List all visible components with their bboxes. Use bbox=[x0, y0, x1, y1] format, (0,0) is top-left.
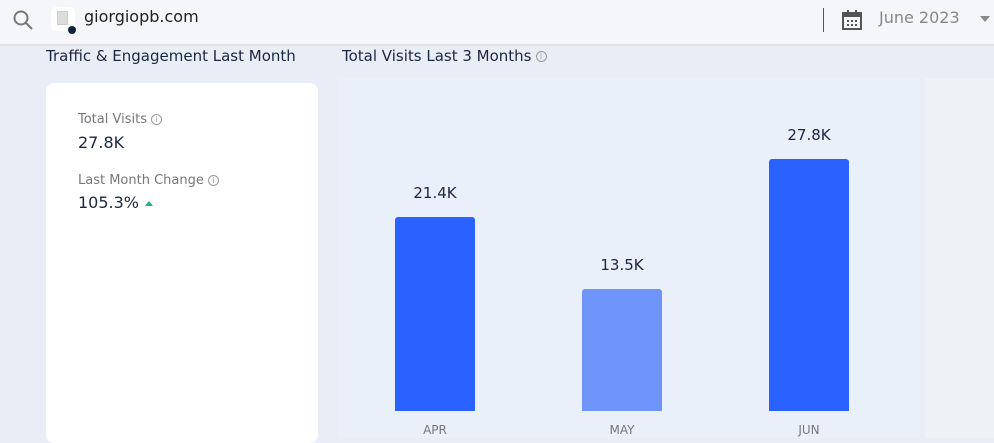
visits-bar-chart: 21.4K APR 13.5K MAY 27.8K JUN bbox=[338, 78, 920, 438]
total-visits-label: Total Visits bbox=[78, 112, 147, 127]
calendar-icon[interactable] bbox=[841, 9, 863, 31]
x-tick-label: APR bbox=[423, 423, 447, 437]
section-title: Traffic & Engagement Last Month bbox=[46, 47, 296, 65]
bar-value-label: 21.4K bbox=[413, 184, 457, 202]
bar-jun[interactable] bbox=[769, 159, 849, 411]
total-visits-label-wrap: Total Visits i bbox=[78, 112, 162, 127]
chevron-down-icon[interactable] bbox=[980, 16, 990, 22]
side-panel bbox=[925, 78, 994, 438]
change-value: 105.3% bbox=[78, 193, 140, 212]
top-bar: giorgiopb.com June 2023 bbox=[0, 0, 994, 46]
info-icon[interactable]: i bbox=[207, 175, 219, 186]
x-tick-label: MAY bbox=[609, 423, 635, 437]
domain-name[interactable]: giorgiopb.com bbox=[84, 7, 199, 26]
favicon-icon bbox=[51, 7, 76, 34]
date-selector[interactable]: June 2023 bbox=[879, 8, 960, 27]
total-visits-value: 27.8K bbox=[78, 133, 125, 152]
metrics-card: Total Visits i 27.8K Last Month Change i 1… bbox=[46, 83, 318, 443]
divider bbox=[823, 8, 824, 32]
info-icon[interactable]: i bbox=[150, 114, 162, 125]
bar-may[interactable] bbox=[582, 288, 662, 411]
info-icon[interactable]: i bbox=[535, 51, 547, 62]
arrow-up-icon bbox=[145, 201, 154, 206]
bar-apr[interactable] bbox=[395, 217, 475, 411]
bar-value-label: 27.8K bbox=[787, 126, 831, 144]
chart-title-wrap: Total Visits Last 3 Months i bbox=[342, 47, 547, 65]
change-value-wrap: 105.3% bbox=[78, 193, 154, 212]
chart-title: Total Visits Last 3 Months bbox=[342, 47, 532, 65]
x-tick-label: JUN bbox=[798, 423, 820, 437]
search-icon[interactable] bbox=[12, 9, 34, 31]
bar-value-label: 13.5K bbox=[600, 255, 644, 274]
change-label-wrap: Last Month Change i bbox=[78, 173, 219, 188]
change-label: Last Month Change bbox=[78, 173, 204, 188]
